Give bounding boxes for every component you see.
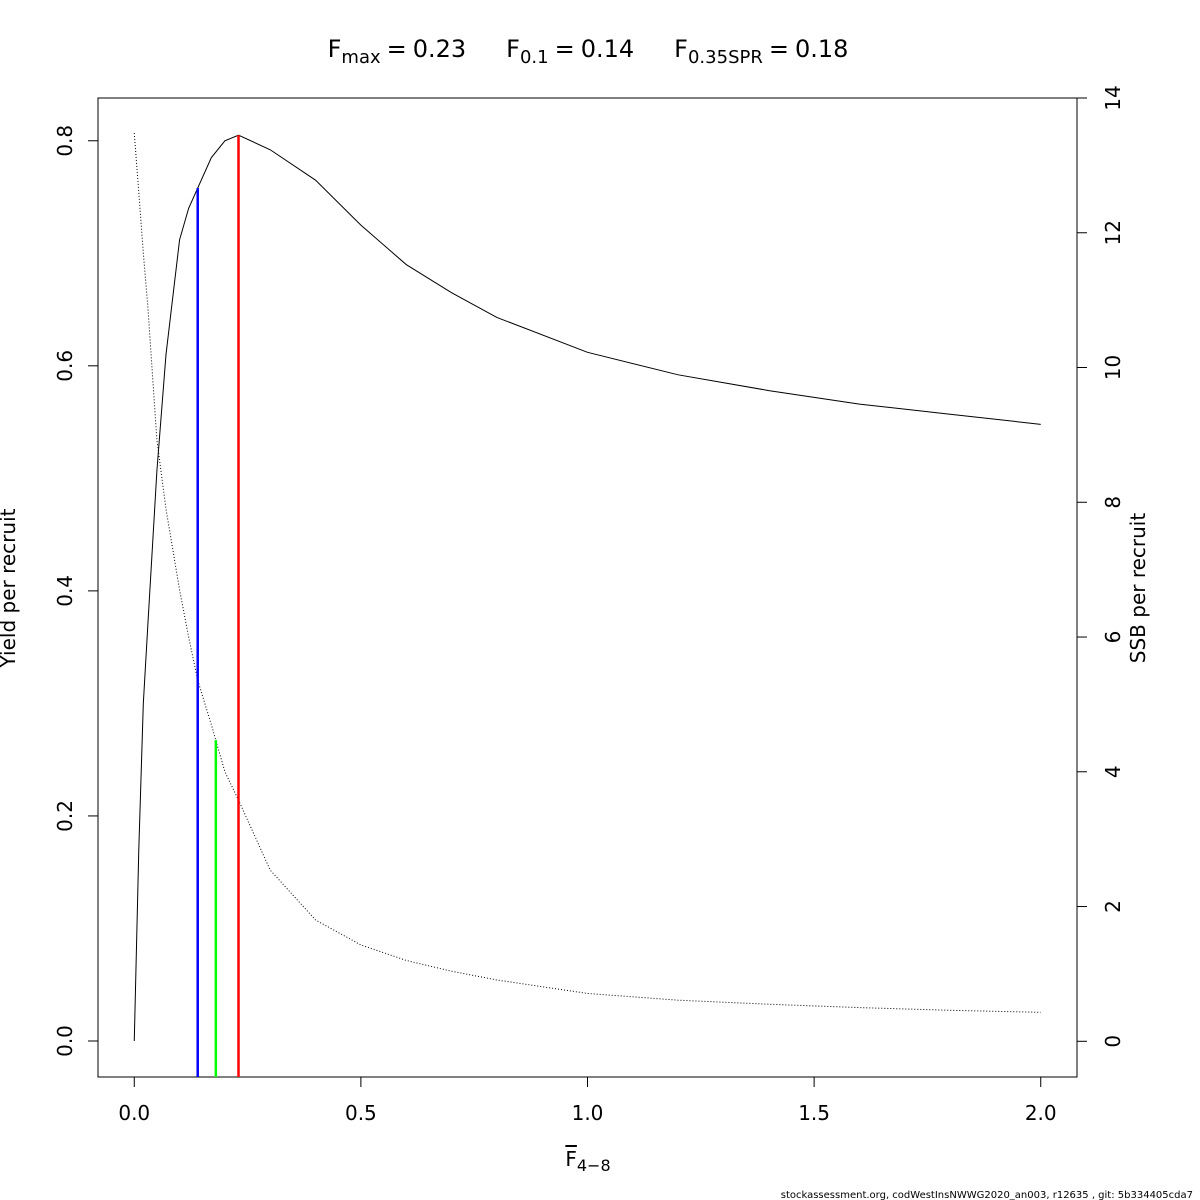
- y2-tick-label: 6: [1101, 631, 1125, 644]
- title-subscript: 0.1: [520, 47, 549, 68]
- title-value: 0.23: [413, 35, 466, 63]
- y2-tick-label: 0: [1101, 1035, 1125, 1048]
- curve: [133, 134, 1041, 1042]
- title-symbol: F: [328, 35, 342, 63]
- title-value: 0.18: [795, 35, 848, 63]
- chart-title: Fmax = 0.23 F0.1 = 0.14 F0.35SPR = 0.18: [328, 35, 849, 68]
- title-subscript: 0.35SPR: [688, 47, 763, 68]
- y-tick-label: 0.0: [53, 1025, 77, 1057]
- x-tick-label: 0.5: [345, 1101, 377, 1125]
- y-tick-label: 0.2: [53, 800, 77, 832]
- curve: [133, 133, 1041, 1013]
- title-subscript: max: [341, 47, 381, 68]
- y2-tick-label: 2: [1101, 900, 1125, 913]
- y2-tick-label: 8: [1101, 496, 1125, 509]
- title-operator: =: [387, 35, 407, 63]
- title-operator: =: [555, 35, 575, 63]
- y-axis-label: Yield per recruit: [0, 508, 20, 668]
- x-tick-label: 1.0: [572, 1101, 604, 1125]
- title-symbol: F: [674, 35, 688, 63]
- y2-axis-label: SSB per recruit: [1126, 513, 1150, 664]
- x-axis-label: F4−8: [565, 1147, 610, 1175]
- y2-tick-label: 4: [1101, 765, 1125, 778]
- x-tick-label: 2.0: [1025, 1101, 1057, 1125]
- y-tick-label: 0.8: [53, 125, 77, 157]
- footer: stockassessment.org, codWestInsNWWG2020_…: [781, 1190, 1193, 1200]
- plot-frame: [97, 97, 1078, 1078]
- x-tick-label: 1.5: [798, 1101, 830, 1125]
- x-label-symbol: F: [565, 1147, 577, 1171]
- x-label-subscript: 4−8: [577, 1156, 611, 1175]
- x-tick-label: 0.0: [118, 1101, 150, 1125]
- title-operator: =: [769, 35, 789, 63]
- title-symbol: F: [506, 35, 520, 63]
- title-value: 0.14: [581, 35, 634, 63]
- y2-tick-label: 14: [1101, 85, 1125, 110]
- y2-tick-label: 10: [1101, 355, 1125, 380]
- y2-tick-label: 12: [1101, 220, 1125, 245]
- y-tick-label: 0.6: [53, 350, 77, 382]
- y-tick-label: 0.4: [53, 575, 77, 607]
